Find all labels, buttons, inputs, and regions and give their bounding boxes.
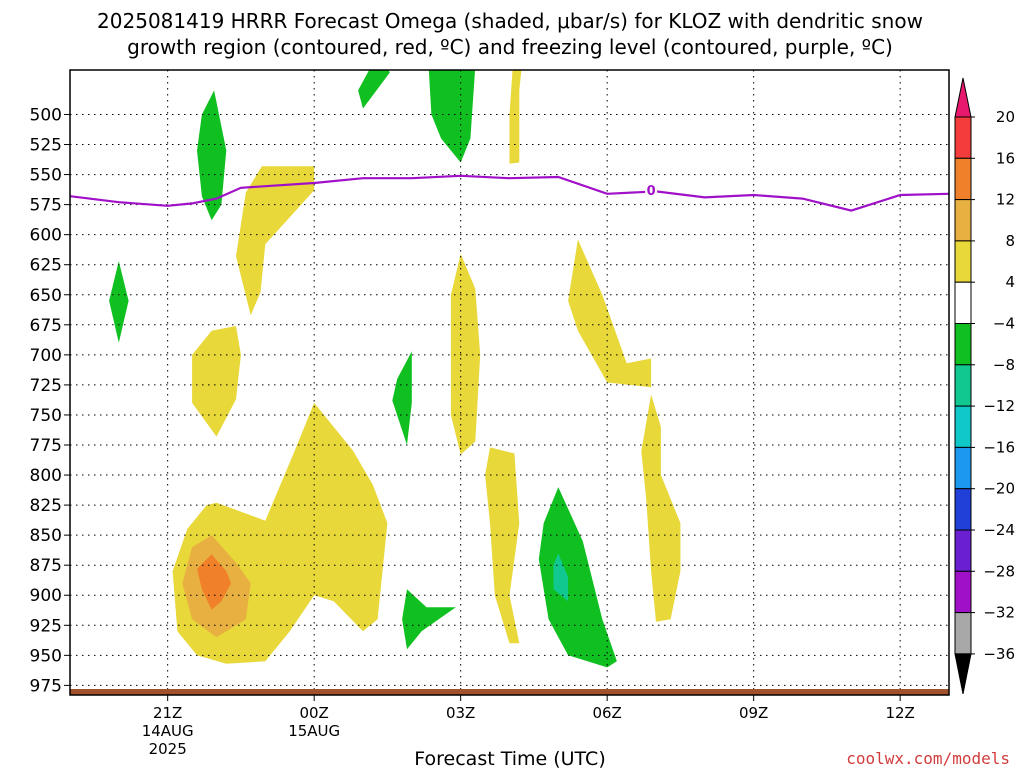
- y-tick-label: 525: [30, 136, 62, 156]
- x-tick-label: 2025: [149, 740, 187, 758]
- y-tick-label: 625: [30, 256, 62, 276]
- omega-region-10: [197, 90, 227, 221]
- y-tick-label: 925: [30, 616, 62, 636]
- ground-surface: [70, 689, 949, 695]
- y-tick-label: 825: [30, 496, 62, 516]
- y-tick-label: 675: [30, 316, 62, 336]
- y-tick-label: 575: [30, 196, 62, 216]
- y-tick-label: 550: [30, 166, 62, 186]
- plot-grid: [70, 70, 949, 695]
- x-tick-label: 15AUG: [288, 722, 340, 740]
- colorbar: 20 16 12 8 4 −4 −8 −12 −16 −20 −24 −28 −32 −36: [954, 77, 1015, 694]
- y-tick-label: 875: [30, 556, 62, 576]
- freezing-level-label: 0: [647, 184, 656, 199]
- omega-region-2: [450, 253, 481, 455]
- plot-frame: [69, 69, 950, 696]
- colorbar-label: −4: [993, 315, 1015, 333]
- colorbar-label: −12: [983, 397, 1015, 415]
- freezing-level-line: [70, 174, 949, 212]
- colorbar-swatch: [954, 488, 972, 531]
- y-tick-label: 975: [30, 676, 62, 696]
- y-tick-label: 700: [30, 346, 62, 366]
- colorbar-arrow-bottom: [954, 653, 972, 694]
- y-tick-label: 850: [30, 526, 62, 546]
- omega-region-6: [509, 70, 522, 164]
- colorbar-swatch: [954, 405, 972, 448]
- y-tick-label: 500: [30, 105, 62, 125]
- colorbar-label: −32: [983, 604, 1015, 622]
- colorbar-swatch: [954, 364, 972, 407]
- y-tick-label: 650: [30, 286, 62, 306]
- omega-region-3: [568, 239, 652, 388]
- x-axis-title: Forecast Time (UTC): [414, 748, 605, 768]
- colorbar-swatch: [954, 612, 972, 655]
- colorbar-swatch: [954, 240, 972, 283]
- colorbar-swatch: [954, 199, 972, 242]
- plot-area: 0: [69, 69, 950, 696]
- x-tick-label: 06Z: [592, 704, 621, 722]
- chart-title-line-2: growth region (contoured, red, ºC) and f…: [127, 35, 893, 59]
- x-tick-label: 03Z: [446, 704, 475, 722]
- colorbar-label: 8: [1005, 232, 1015, 250]
- colorbar-label: −24: [983, 521, 1015, 539]
- omega-region-1: [192, 326, 241, 437]
- colorbar-label: −28: [983, 562, 1015, 580]
- colorbar-swatch: [954, 323, 972, 366]
- omega-region-11: [109, 261, 129, 343]
- freezing-level-label-bg: [645, 182, 658, 199]
- omega-region-13: [358, 70, 390, 109]
- colorbar-label: −20: [983, 480, 1015, 498]
- chart-title: 2025081419 HRRR Forecast Omega (shaded, …: [97, 9, 923, 59]
- y-tick-label: 725: [30, 376, 62, 396]
- x-tick-label: 00Z: [299, 704, 328, 722]
- colorbar-label: −16: [983, 438, 1015, 456]
- colorbar-label: −8: [993, 356, 1015, 374]
- colorbar-label: 12: [996, 191, 1015, 209]
- omega-region-0: [236, 166, 315, 316]
- colorbar-swatch: [954, 157, 972, 201]
- freezing-level: 0: [70, 174, 949, 212]
- omega-region-16: [538, 487, 617, 668]
- y-tick-label: 775: [30, 436, 62, 456]
- credit-text: coolwx.com/models: [846, 749, 1010, 768]
- chart-title-line-1: 2025081419 HRRR Forecast Omega (shaded, …: [97, 9, 923, 33]
- x-tick-label: 14AUG: [142, 722, 194, 740]
- colorbar-label: 16: [996, 149, 1015, 167]
- x-tick-label: 12Z: [885, 704, 914, 722]
- omega-region-9: [197, 554, 232, 610]
- y-tick-label: 900: [30, 586, 62, 606]
- colorbar-swatch: [954, 281, 972, 325]
- omega-region-5: [485, 447, 520, 644]
- colorbar-arrow-top: [954, 77, 972, 118]
- omega-region-15: [402, 589, 456, 650]
- x-tick-label: 21Z: [153, 704, 182, 722]
- y-tick-label: 750: [30, 406, 62, 426]
- y-tick-label: 600: [30, 226, 62, 246]
- omega-region-12: [428, 70, 476, 163]
- x-tick-label: 09Z: [739, 704, 768, 722]
- colorbar-swatch: [954, 446, 972, 490]
- y-tick-label: 800: [30, 466, 62, 486]
- colorbar-label: −36: [983, 645, 1015, 663]
- colorbar-swatch: [954, 570, 972, 614]
- y-axis: 500 525 550 575 600 625 650 675 700 725 750 775 800 8…: [30, 105, 70, 696]
- omega-region-14: [392, 351, 412, 445]
- y-tick-label: 950: [30, 646, 62, 666]
- omega-shading: [109, 70, 681, 668]
- colorbar-swatch: [954, 529, 972, 572]
- colorbar-swatch: [954, 116, 972, 159]
- colorbar-label: 4: [1005, 273, 1015, 291]
- colorbar-label: 20: [996, 108, 1015, 126]
